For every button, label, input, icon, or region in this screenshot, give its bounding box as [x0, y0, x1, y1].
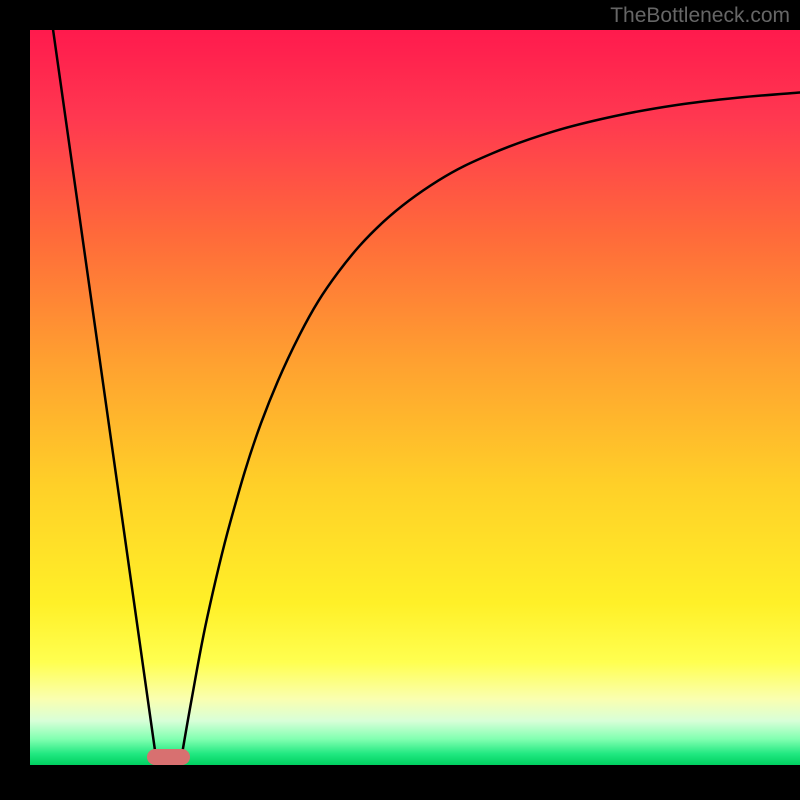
chart-area — [30, 30, 800, 765]
curve-left-line — [53, 30, 157, 765]
curve-right-curve — [180, 92, 800, 765]
watermark-text: TheBottleneck.com — [610, 4, 790, 28]
bottleneck-marker — [147, 749, 189, 765]
curve-overlay — [30, 30, 800, 765]
